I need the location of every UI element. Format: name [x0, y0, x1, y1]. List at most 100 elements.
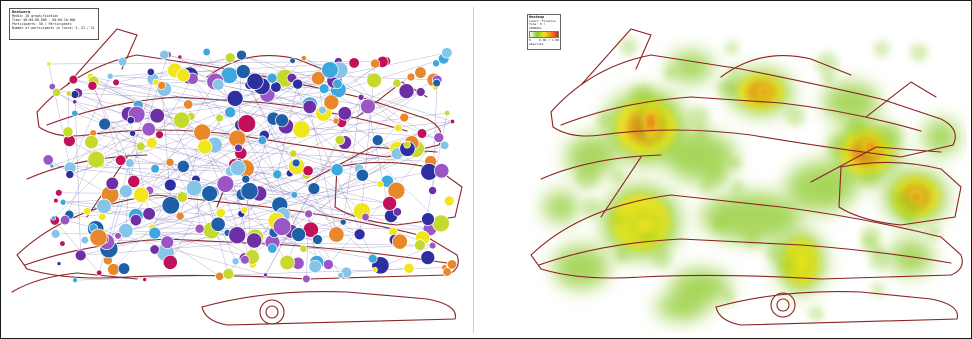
bee-legend-row: Participants: 58 / Participants [12, 22, 72, 26]
fixation-dot [348, 57, 360, 69]
sketch-stroke [11, 272, 138, 293]
fixation-dot [59, 240, 66, 247]
scanpath-line [51, 165, 231, 172]
sketch-stroke [720, 55, 852, 78]
fixation-dot [112, 78, 120, 87]
fixation-dot [446, 259, 458, 270]
heat-speck [730, 180, 745, 194]
fixation-dot [360, 98, 376, 115]
fixation-dot [83, 207, 92, 216]
fixation-dot [355, 168, 369, 182]
heat-spot [762, 90, 766, 94]
sketch-stroke [810, 146, 942, 183]
heat-speck [808, 305, 824, 322]
heat-spot [701, 192, 801, 242]
fixation-dot [74, 249, 87, 262]
fixation-dot [332, 117, 340, 125]
fixation-dot [117, 56, 128, 67]
sketch-stroke [580, 28, 652, 86]
heat-speck [575, 166, 599, 190]
fixation-dot [98, 117, 111, 131]
heat-speck [698, 180, 713, 194]
scanpath-line [54, 220, 100, 273]
fixation-dot [332, 78, 343, 89]
fixation-dot [275, 113, 289, 128]
heat-speck [765, 240, 788, 263]
fixation-dot [337, 272, 345, 279]
fixation-dot [71, 109, 79, 117]
fixation-dot [371, 134, 384, 146]
fixation-dot [87, 150, 105, 169]
sketch-stroke [201, 291, 456, 326]
fixation-dot [161, 196, 180, 215]
fixation-dot [272, 169, 283, 180]
scanpath-line [317, 239, 341, 276]
scanpath-line [309, 60, 387, 108]
sketch-stroke [530, 194, 963, 280]
scanpath-line [225, 162, 297, 185]
heat-speck [688, 105, 711, 128]
fixation-dot [235, 64, 251, 79]
fixation-dot [215, 271, 225, 281]
fixation-dot [160, 235, 175, 249]
fixation-dot [96, 198, 112, 214]
fixation-dot [142, 207, 156, 221]
fixation-dot [72, 277, 78, 284]
heat-speck [777, 257, 795, 275]
fixation-dot [416, 128, 428, 139]
sketch-stroke [838, 161, 962, 226]
sketch-stroke [540, 154, 662, 180]
fixation-dot [432, 78, 441, 88]
scanpath-line [67, 93, 70, 132]
heat-spots [543, 37, 959, 322]
fixation-dot [152, 78, 160, 86]
fixation-dot [173, 111, 191, 129]
fixation-dot [150, 163, 160, 174]
fixation-dot [56, 261, 62, 266]
fixation-dot [55, 189, 63, 197]
fixation-dot [289, 149, 298, 158]
fixation-dot [165, 157, 175, 167]
scanpath-line [279, 91, 421, 206]
fixation-dot [394, 123, 403, 133]
fixation-dot [415, 87, 426, 97]
heat-speck [784, 105, 806, 127]
scanpath-line [48, 159, 111, 195]
fixation-dot [308, 259, 322, 274]
heat-speck [909, 43, 928, 62]
heat-spot [823, 82, 879, 122]
heat-legend-title: Heatmap [529, 15, 545, 19]
fixation-dot [149, 108, 165, 124]
fixation-dot [155, 130, 164, 140]
fixation-dot [114, 154, 127, 166]
fixation-dot [51, 215, 56, 221]
scanpath-line [48, 63, 71, 168]
fixation-dot [442, 267, 452, 277]
fixation-dot [193, 123, 212, 142]
fixation-dot [328, 226, 345, 243]
scanpath-line [335, 120, 442, 224]
fixation-dot [420, 250, 436, 265]
sketch-stroke [865, 81, 937, 118]
scanpath-line [69, 113, 129, 169]
sketch-wheel [770, 292, 796, 318]
heat-speck [664, 66, 677, 80]
fixation-dot [133, 187, 150, 203]
heat-speck [610, 212, 625, 228]
fixation-dot [176, 159, 190, 173]
fixation-dot [48, 82, 56, 91]
fixation-dot [59, 214, 71, 226]
fixation-dot [229, 160, 246, 176]
fixation-dot [106, 72, 114, 80]
heat-spot [543, 191, 579, 223]
fixation-dot [300, 55, 307, 62]
fixation-dot [432, 59, 441, 68]
fixation-dot [406, 72, 416, 82]
scanpath-line [51, 116, 192, 167]
fixation-dot [337, 106, 352, 121]
fixation-dot [105, 176, 119, 191]
fixation-dot [246, 232, 263, 249]
scanpath-line [309, 106, 337, 235]
heat-speck [596, 111, 612, 128]
heat-speck [631, 84, 653, 105]
